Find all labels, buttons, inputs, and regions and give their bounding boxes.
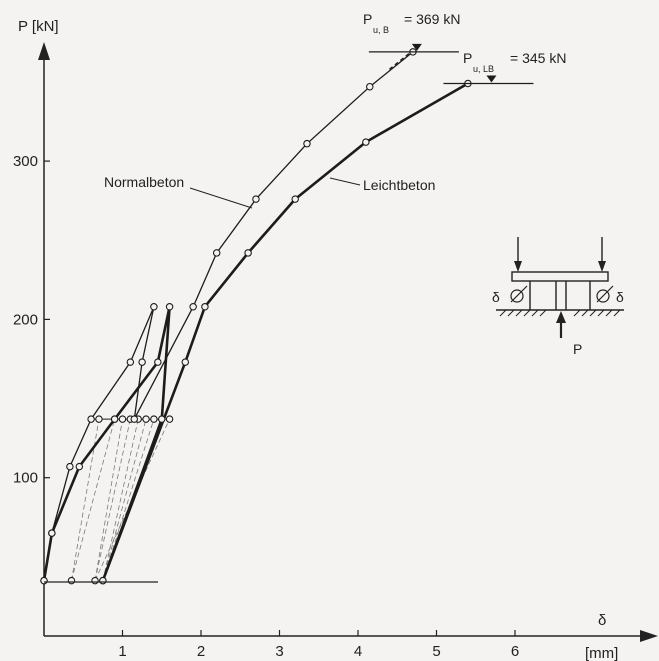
- y-tick-label: 200: [13, 311, 38, 328]
- data-point: [362, 138, 370, 146]
- data-point: [40, 576, 48, 585]
- x-tick-label: 1: [118, 643, 126, 660]
- inset-gauge-right-needle: [596, 285, 614, 303]
- normalbeton-extension: [388, 52, 410, 70]
- data-point: [75, 462, 84, 471]
- series-points: [40, 48, 472, 585]
- data-point: [252, 195, 260, 203]
- unload-point: [95, 415, 103, 423]
- svg-text:u, LB: u, LB: [473, 64, 494, 74]
- unload-line: [94, 419, 123, 581]
- data-point: [291, 195, 299, 203]
- data-point: [212, 249, 221, 257]
- unload-line: [71, 419, 100, 581]
- unload-point: [67, 576, 76, 585]
- svg-text:u, B: u, B: [373, 25, 389, 35]
- svg-text:P: P: [363, 11, 372, 27]
- unload-line: [71, 419, 116, 581]
- y-tick-label: 100: [13, 470, 38, 487]
- svg-text:P: P: [463, 50, 472, 66]
- ultimate-marks: [368, 43, 534, 85]
- data-point: [244, 249, 252, 257]
- ultimate-marker: [486, 75, 497, 83]
- data-point: [87, 415, 95, 423]
- x-axis-symbol: δ: [598, 612, 606, 629]
- inset-load-arrowhead-right: [598, 261, 606, 272]
- data-point: [130, 415, 139, 423]
- annotation-pu-b: P u, B = 369 kN: [363, 11, 460, 35]
- y-tick-label: 300: [13, 153, 38, 170]
- ultimate-marker: [411, 43, 422, 51]
- data-point: [181, 358, 190, 366]
- ticks: 1 2 3 4 5 6 100 200 300: [13, 153, 519, 660]
- x-axis-unit: [mm]: [585, 645, 618, 661]
- unload-point: [150, 415, 158, 423]
- y-axis-title: P [kN]: [18, 18, 59, 35]
- data-point: [303, 139, 311, 148]
- label-normalbeton: Normalbeton: [104, 174, 184, 190]
- unload-point: [142, 415, 150, 423]
- data-point: [154, 358, 162, 366]
- data-point: [366, 82, 374, 91]
- leader-normalbeton: [189, 187, 253, 209]
- data-point: [126, 358, 135, 366]
- unload-point: [118, 415, 127, 423]
- data-point: [201, 302, 209, 311]
- svg-text:= 369 kN: = 369 kN: [404, 11, 460, 27]
- data-point: [48, 529, 56, 537]
- data-point: [189, 302, 197, 311]
- svg-text:= 345 kN: = 345 kN: [510, 50, 566, 66]
- unload-line: [94, 419, 131, 581]
- label-leichtbeton: Leichtbeton: [363, 177, 435, 193]
- x-tick-label: 3: [275, 643, 283, 660]
- series-line-leichtbeton: [42, 82, 469, 582]
- leader-leichtbeton: [329, 177, 361, 186]
- inset-label-p: P: [573, 341, 582, 357]
- unload-lines: [71, 418, 170, 581]
- data-point: [110, 415, 119, 423]
- inset-load-arrowhead-p: [556, 311, 566, 323]
- x-tick-label: 6: [511, 643, 519, 660]
- inset-load-arrowhead-left: [514, 261, 522, 272]
- unload-point: [91, 576, 99, 585]
- test-setup-inset: P δ δ: [492, 237, 624, 357]
- data-point: [138, 358, 146, 366]
- x-tick-label: 5: [432, 643, 440, 660]
- inset-gauge-left: [510, 289, 524, 303]
- inset-top-plate: [511, 271, 609, 282]
- inset-label-delta-right: δ: [616, 289, 624, 305]
- inset-label-delta-left: δ: [492, 289, 500, 305]
- inset-ground-hatch: [499, 309, 621, 317]
- unload-line: [102, 419, 139, 581]
- data-point: [158, 415, 166, 423]
- x-axis-arrow: [640, 630, 658, 642]
- x-tick-label: 2: [197, 643, 205, 660]
- inset-gauge-left-needle: [510, 285, 528, 303]
- data-point: [150, 302, 158, 311]
- data-point: [66, 462, 74, 471]
- unload-point: [165, 415, 174, 423]
- data-point: [165, 302, 174, 311]
- y-axis-arrow: [38, 42, 50, 60]
- series-lines: [42, 51, 469, 582]
- unload-line: [102, 419, 147, 581]
- data-point: [99, 576, 107, 585]
- x-tick-label: 4: [354, 643, 362, 660]
- annotation-pu-lb: P u, LB = 345 kN: [463, 50, 566, 74]
- series-line-normalbeton: [43, 51, 414, 581]
- inset-gauge-right: [596, 289, 610, 303]
